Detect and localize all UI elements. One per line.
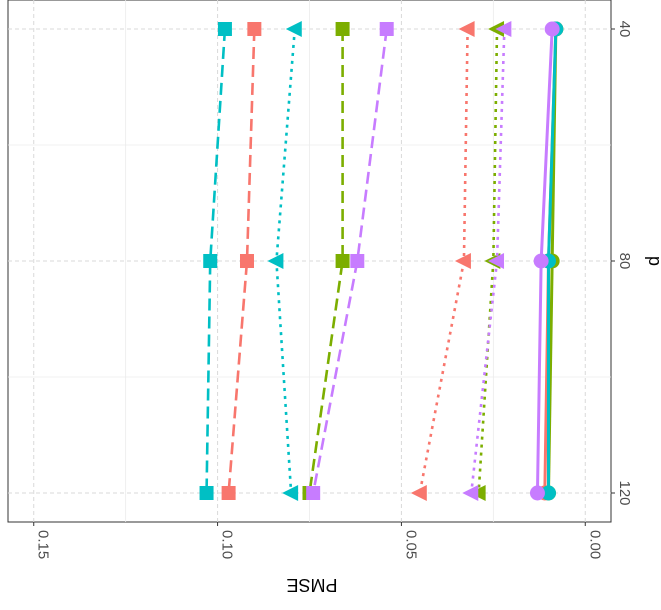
data-point-triangle — [285, 21, 302, 37]
series-line — [311, 28, 389, 494]
y-tick-label: 0.05 — [402, 530, 419, 559]
series-line — [205, 28, 227, 494]
data-point-square — [203, 254, 218, 268]
y-tick-label: 0.00 — [586, 530, 603, 559]
series-6 — [410, 21, 475, 501]
series-12 — [529, 21, 560, 501]
x-axis-title: p — [645, 256, 661, 266]
series-layer — [199, 21, 564, 501]
data-point-triangle — [488, 253, 505, 269]
data-point-square — [335, 22, 350, 36]
x-tick-label: 120 — [616, 480, 633, 505]
series-8 — [462, 21, 512, 501]
data-point-triangle — [410, 485, 427, 501]
series-5 — [306, 22, 394, 500]
y-tick-label: 0.10 — [219, 530, 236, 559]
series-2 — [221, 22, 262, 500]
data-point-square — [335, 254, 350, 268]
data-point-triangle — [282, 485, 299, 501]
data-point-triangle — [462, 485, 479, 501]
data-point-square — [199, 486, 214, 500]
series-3 — [267, 21, 302, 501]
y-axis-title: PMSE — [286, 575, 337, 595]
data-point-triangle — [495, 21, 512, 37]
data-point-square — [221, 486, 236, 500]
data-point-square — [350, 254, 365, 268]
x-tick-label: 80 — [616, 253, 633, 270]
x-tick-label: 40 — [616, 21, 633, 38]
data-point-square — [379, 22, 394, 36]
data-point-square — [247, 22, 262, 36]
data-point-square — [217, 22, 232, 36]
y-tick-label: 0.15 — [35, 530, 52, 559]
series-line — [308, 29, 344, 494]
series-4 — [302, 22, 350, 500]
data-point-circle — [540, 485, 556, 501]
data-point-triangle — [454, 253, 471, 269]
series-line — [227, 28, 256, 494]
data-point-circle — [544, 21, 560, 37]
data-point-circle — [533, 253, 549, 269]
data-point-square — [306, 486, 321, 500]
axes: 40 80 120 0.00 0.05 0.10 0.15 — [33, 21, 633, 559]
data-point-triangle — [267, 253, 284, 269]
data-point-triangle — [458, 21, 475, 37]
data-point-circle — [529, 485, 545, 501]
series-1 — [199, 22, 232, 500]
data-point-square — [239, 254, 254, 268]
